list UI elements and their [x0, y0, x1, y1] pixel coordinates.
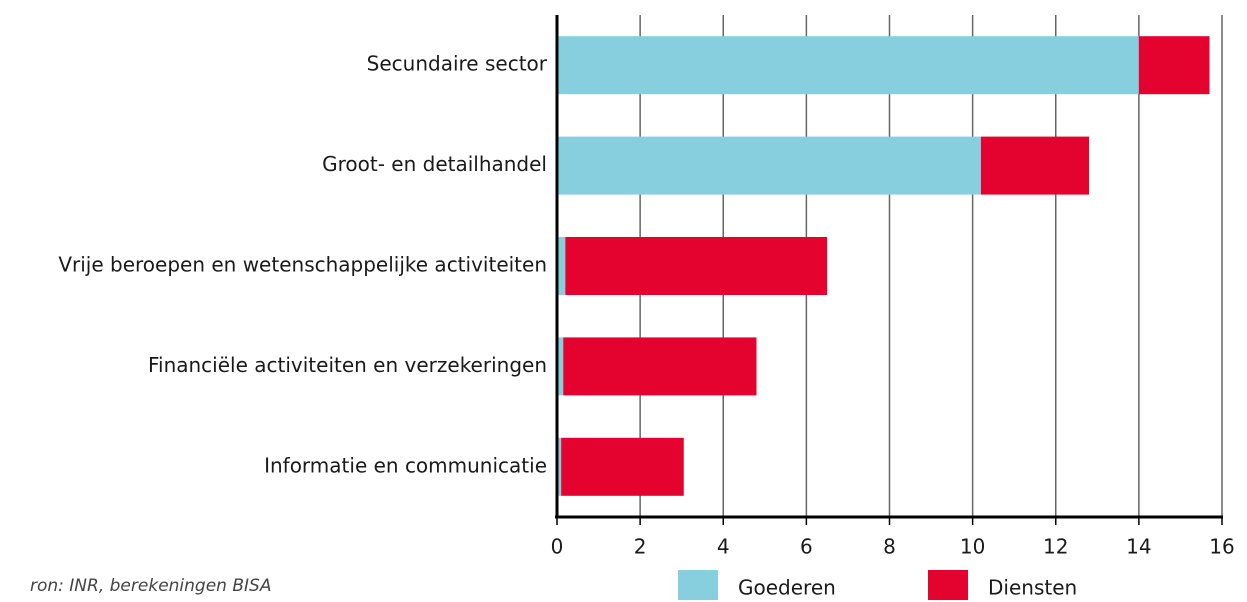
- y-tick-label: Informatie en communicatie: [264, 453, 547, 477]
- bar-segment: [1138, 36, 1210, 95]
- bar-segment: [557, 437, 562, 496]
- y-tick-label: Financiële activiteiten en verzekeringen: [148, 353, 547, 377]
- x-tick-label: 4: [717, 535, 730, 559]
- bar-segment: [557, 237, 566, 295]
- bar-segment: [561, 437, 684, 496]
- x-tick-label: 6: [800, 535, 813, 559]
- x-tick-label: 16: [1209, 535, 1234, 559]
- x-tick-label: 12: [1043, 535, 1068, 559]
- x-tick-label: 2: [634, 535, 647, 559]
- y-tick-label: Secundaire sector: [367, 52, 548, 76]
- bar-segment: [980, 136, 1089, 195]
- y-tick-label: Vrije beroepen en wetenschappelijke acti…: [58, 253, 547, 277]
- bar-segment: [557, 36, 1139, 95]
- x-tick-label: 14: [1126, 535, 1151, 559]
- legend-swatch: [928, 570, 968, 600]
- bar-segment: [557, 337, 564, 396]
- x-tick-label: 10: [960, 535, 985, 559]
- bar-segment: [563, 337, 757, 396]
- x-tick-label: 8: [883, 535, 896, 559]
- legend-label: Goederen: [738, 576, 836, 600]
- legend-swatch: [678, 570, 718, 600]
- y-tick-label: Groot- en detailhandel: [322, 152, 547, 176]
- x-tick-label: 0: [551, 535, 564, 559]
- bar-segment: [565, 237, 828, 295]
- bar-segment: [557, 136, 981, 195]
- source: ron: INR, berekeningen BISA: [30, 576, 271, 596]
- legend-label: Diensten: [988, 576, 1077, 600]
